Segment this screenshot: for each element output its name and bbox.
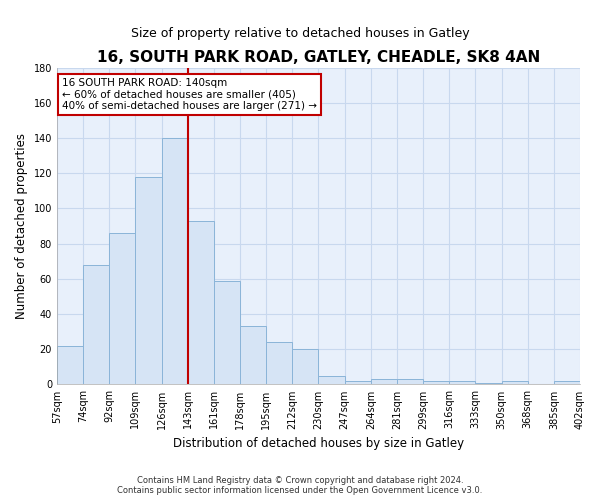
Bar <box>292 349 319 384</box>
Bar <box>240 326 266 384</box>
Bar <box>214 280 240 384</box>
Text: Contains HM Land Registry data © Crown copyright and database right 2024.
Contai: Contains HM Land Registry data © Crown c… <box>118 476 482 495</box>
Bar <box>397 379 423 384</box>
Text: Size of property relative to detached houses in Gatley: Size of property relative to detached ho… <box>131 28 469 40</box>
Bar <box>423 381 449 384</box>
Text: 16 SOUTH PARK ROAD: 140sqm
← 60% of detached houses are smaller (405)
40% of sem: 16 SOUTH PARK ROAD: 140sqm ← 60% of deta… <box>62 78 317 112</box>
Y-axis label: Number of detached properties: Number of detached properties <box>15 133 28 319</box>
Bar <box>266 342 292 384</box>
Bar <box>502 381 527 384</box>
Bar <box>136 176 161 384</box>
Bar <box>57 346 83 385</box>
Bar <box>371 379 397 384</box>
Bar <box>554 381 580 384</box>
X-axis label: Distribution of detached houses by size in Gatley: Distribution of detached houses by size … <box>173 437 464 450</box>
Bar <box>449 381 475 384</box>
Title: 16, SOUTH PARK ROAD, GATLEY, CHEADLE, SK8 4AN: 16, SOUTH PARK ROAD, GATLEY, CHEADLE, SK… <box>97 50 540 65</box>
Bar <box>475 382 502 384</box>
Bar <box>83 264 109 384</box>
Bar <box>161 138 188 384</box>
Bar <box>109 233 136 384</box>
Bar <box>344 381 371 384</box>
Bar <box>188 220 214 384</box>
Bar <box>319 376 344 384</box>
